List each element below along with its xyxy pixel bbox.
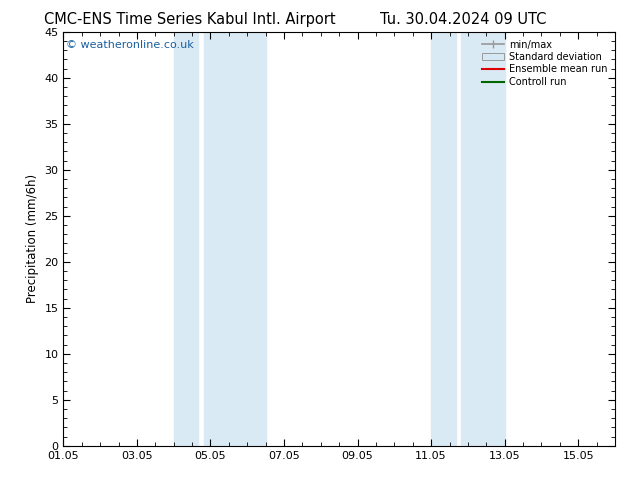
Bar xyxy=(174,32,198,446)
Legend: min/max, Standard deviation, Ensemble mean run, Controll run: min/max, Standard deviation, Ensemble me… xyxy=(479,37,610,90)
Text: CMC-ENS Time Series Kabul Intl. Airport: CMC-ENS Time Series Kabul Intl. Airport xyxy=(44,12,336,27)
Bar xyxy=(461,32,505,446)
Bar xyxy=(431,32,456,446)
Text: Tu. 30.04.2024 09 UTC: Tu. 30.04.2024 09 UTC xyxy=(380,12,546,27)
Bar xyxy=(204,32,266,446)
Y-axis label: Precipitation (mm/6h): Precipitation (mm/6h) xyxy=(26,174,39,303)
Text: © weatheronline.co.uk: © weatheronline.co.uk xyxy=(66,40,194,50)
